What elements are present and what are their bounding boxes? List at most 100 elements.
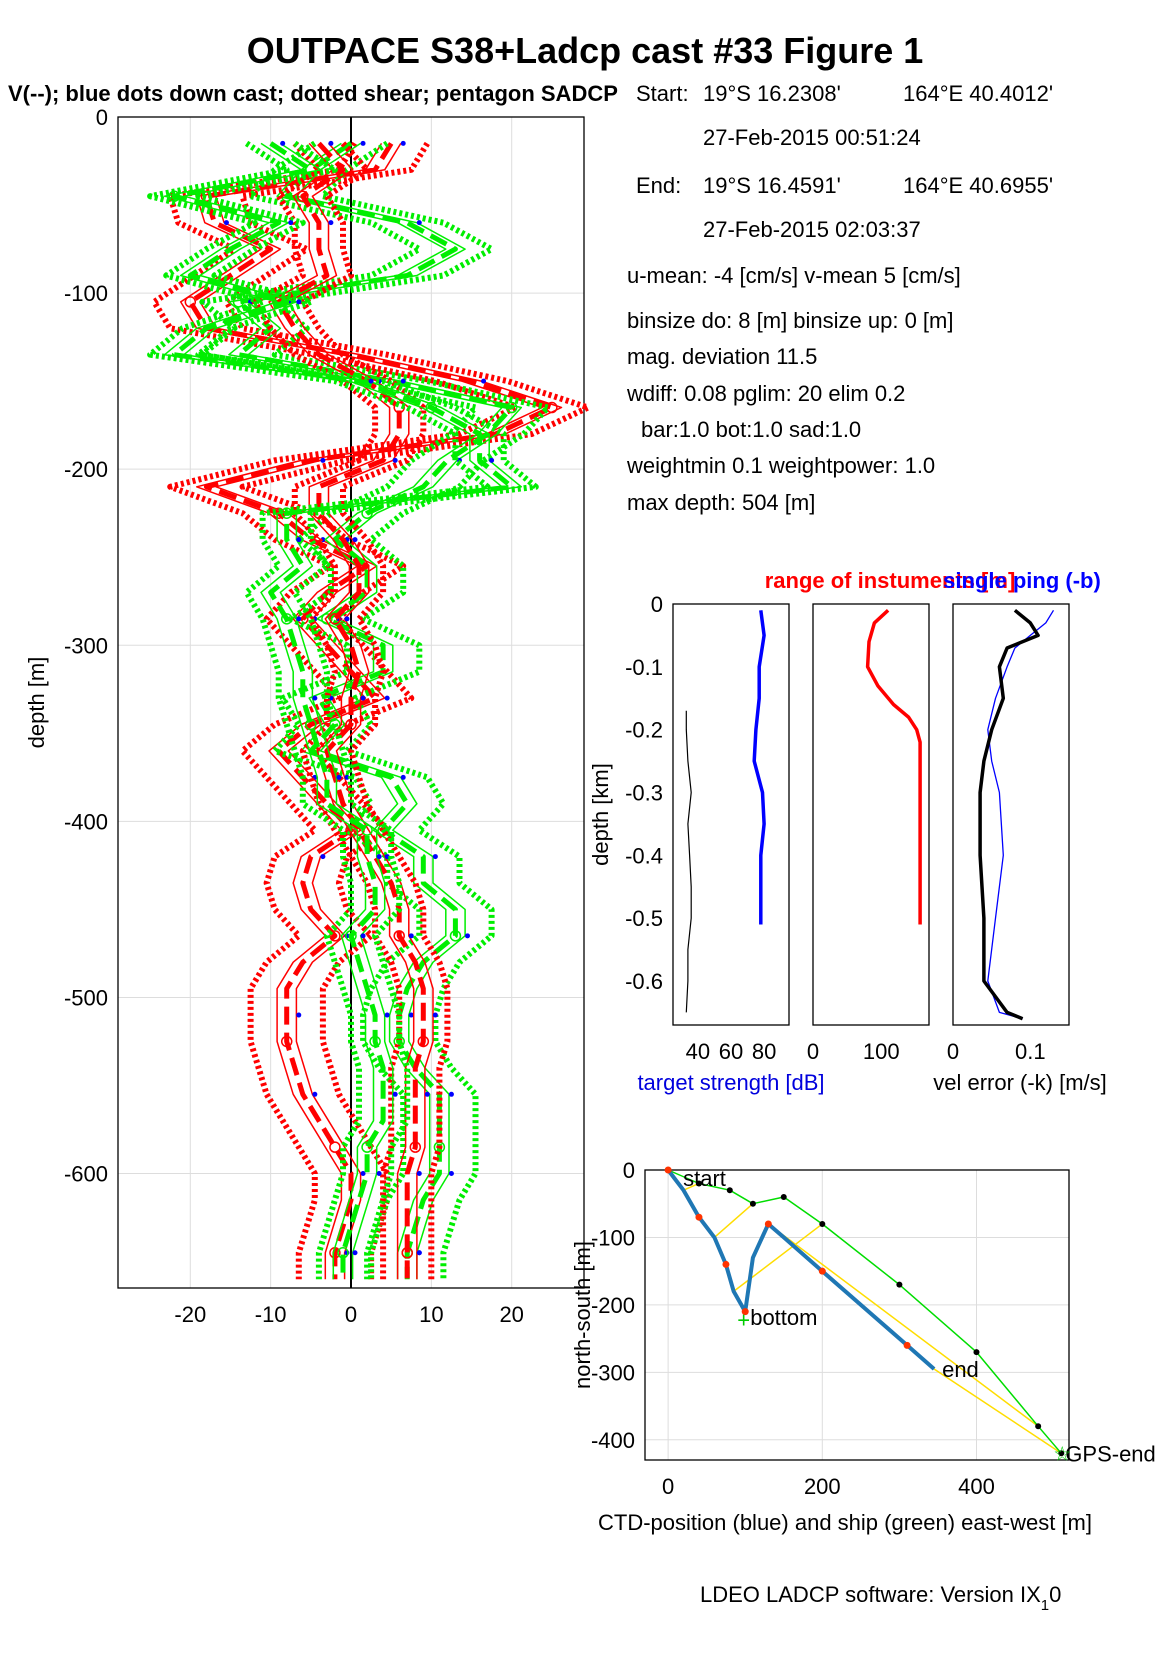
sadcp-marker (401, 1247, 413, 1259)
shear-envelope-high (223, 141, 591, 1280)
velocity-error-line (978, 608, 1040, 1021)
downcast-dot (424, 1091, 430, 1097)
downcast-dot (408, 933, 414, 939)
downcast-dot (328, 220, 334, 226)
downcast-dot (489, 457, 495, 463)
sadcp-marker (305, 718, 317, 731)
end-lon: 164°E 40.6955' (903, 173, 1053, 198)
sadcp-marker (361, 1141, 373, 1153)
x-tick-label: 80 (752, 1039, 776, 1064)
x-tick-label: 20 (499, 1302, 523, 1327)
downcast-dot (352, 537, 358, 543)
start-label: Start: (636, 81, 689, 106)
figure-subtitle: V(--); blue dots down cast; dotted shear… (8, 81, 618, 106)
ctd-ship-link (713, 1203, 754, 1239)
y-tick-label: -400 (591, 1428, 635, 1453)
x-tick-label: 10 (419, 1302, 443, 1327)
downcast-dot (384, 1012, 390, 1018)
downcast-dot (400, 378, 406, 384)
downcast-dot (280, 140, 286, 146)
y-tick-label: -100 (591, 1225, 635, 1250)
downcast-dot (360, 140, 366, 146)
x-tick-label: -10 (255, 1302, 287, 1327)
velocity-error-panel: 0 0.1 single ping (-b) vel error (-k) [m/s] (933, 568, 1107, 1095)
y-tick-label: -0.1 (625, 655, 663, 680)
position-panel: start bottom end GPS-end☆ +0 -100 -200 -300 -400… (570, 1158, 1156, 1535)
end-time: 27-Feb-2015 02:03:37 (703, 217, 921, 242)
end-label: End: (636, 173, 681, 198)
ts-axes-frame (672, 603, 790, 1026)
max-depth: max depth: 504 [m] (627, 490, 815, 515)
ship-fix (726, 1187, 733, 1194)
x-tick-label: 200 (804, 1474, 841, 1499)
sadcp-marker (280, 296, 293, 308)
target-strength-panel: 0 -0.1 -0.2 -0.3 -0.4 -0.5 -0.6 40 60 80 depth [km… (588, 592, 825, 1095)
y-tick-label: 0 (623, 1158, 635, 1183)
ctd-ship-link (933, 1368, 1062, 1454)
ship-fix (749, 1200, 756, 1207)
downcast-dot (384, 695, 390, 701)
downcast-dot (368, 378, 374, 384)
y-tick-label: -0.2 (625, 718, 663, 743)
downcast-dot (320, 854, 326, 860)
sadcp-marker (321, 613, 333, 625)
binsize: binsize do: 8 [m] binsize up: 0 [m] (627, 308, 954, 333)
ship-fix (973, 1349, 980, 1356)
shear-envelope-low (199, 140, 479, 1280)
velocity-line (179, 143, 543, 1280)
sadcp-marker (393, 930, 405, 942)
ctd-fix (741, 1308, 749, 1316)
downcast-dot (392, 1091, 398, 1097)
error-axes-frame (952, 603, 1070, 1026)
x-axis-label: target strength [dB] (637, 1070, 824, 1095)
ctd-fix (722, 1260, 730, 1268)
sadcp-marker (345, 930, 357, 942)
velocity-dashed (187, 142, 555, 1280)
bottom-label: bottom (750, 1305, 817, 1330)
sadcp-marker (184, 296, 197, 308)
downcast-dot (328, 140, 334, 146)
x-tick-label: 0 (947, 1039, 959, 1064)
x-tick-label: 0 (345, 1302, 357, 1327)
y-tick-label: -0.4 (625, 843, 663, 868)
sadcp-marker (505, 401, 518, 414)
range-title: range of instuments [m] (765, 568, 1016, 593)
y-axis-label: depth [m] (24, 657, 49, 749)
position-axes-frame (644, 1169, 1070, 1461)
shear-envelope-low (147, 140, 491, 1280)
x-tick-label: 100 (863, 1039, 900, 1064)
y-tick-label: 0 (651, 592, 663, 617)
y-tick-label: -600 (64, 1162, 108, 1187)
target-strength-line (752, 610, 766, 925)
downcast-dot (288, 220, 294, 226)
footer-text: LDEO LADCP software: Version IX (700, 1582, 1041, 1607)
ship-fix (1058, 1450, 1065, 1457)
downcast-dot (223, 220, 229, 226)
weight-params: weightmin 0.1 weightpower: 1.0 (626, 453, 935, 478)
sadcp-marker (280, 507, 293, 519)
downcast-dot (320, 457, 326, 463)
downcast-dot (312, 695, 318, 701)
instrument-range-panel: 0 100 range of instuments [m] (765, 568, 1016, 1064)
downcast-dot (336, 774, 342, 780)
ship-fix (1035, 1423, 1042, 1430)
x-axis-label: CTD-position (blue) and ship (green) eas… (598, 1510, 1092, 1535)
x-tick-label: 60 (719, 1039, 743, 1064)
figure-title: OUTPACE S38+Ladcp cast #33 Figure 1 (247, 30, 924, 71)
ship-fix (780, 1193, 787, 1200)
range-axes-frame (812, 603, 930, 1026)
downcast-dot (384, 854, 390, 860)
sadcp-marker (337, 1247, 349, 1259)
start-time: 27-Feb-2015 00:51:24 (703, 125, 921, 150)
x-tick-label: 400 (958, 1474, 995, 1499)
downcast-dot (416, 220, 422, 226)
velocity-dashed (276, 141, 426, 1280)
velocity-line (287, 142, 434, 1280)
start-lat: 19°S 16.2308' (703, 81, 841, 106)
x-tick-label: 0.1 (1015, 1039, 1046, 1064)
downcast-dot (352, 1250, 358, 1256)
footer-end: 0 (1049, 1582, 1061, 1607)
ship-fix (695, 1180, 702, 1187)
start-lon: 164°E 40.4012' (903, 81, 1053, 106)
